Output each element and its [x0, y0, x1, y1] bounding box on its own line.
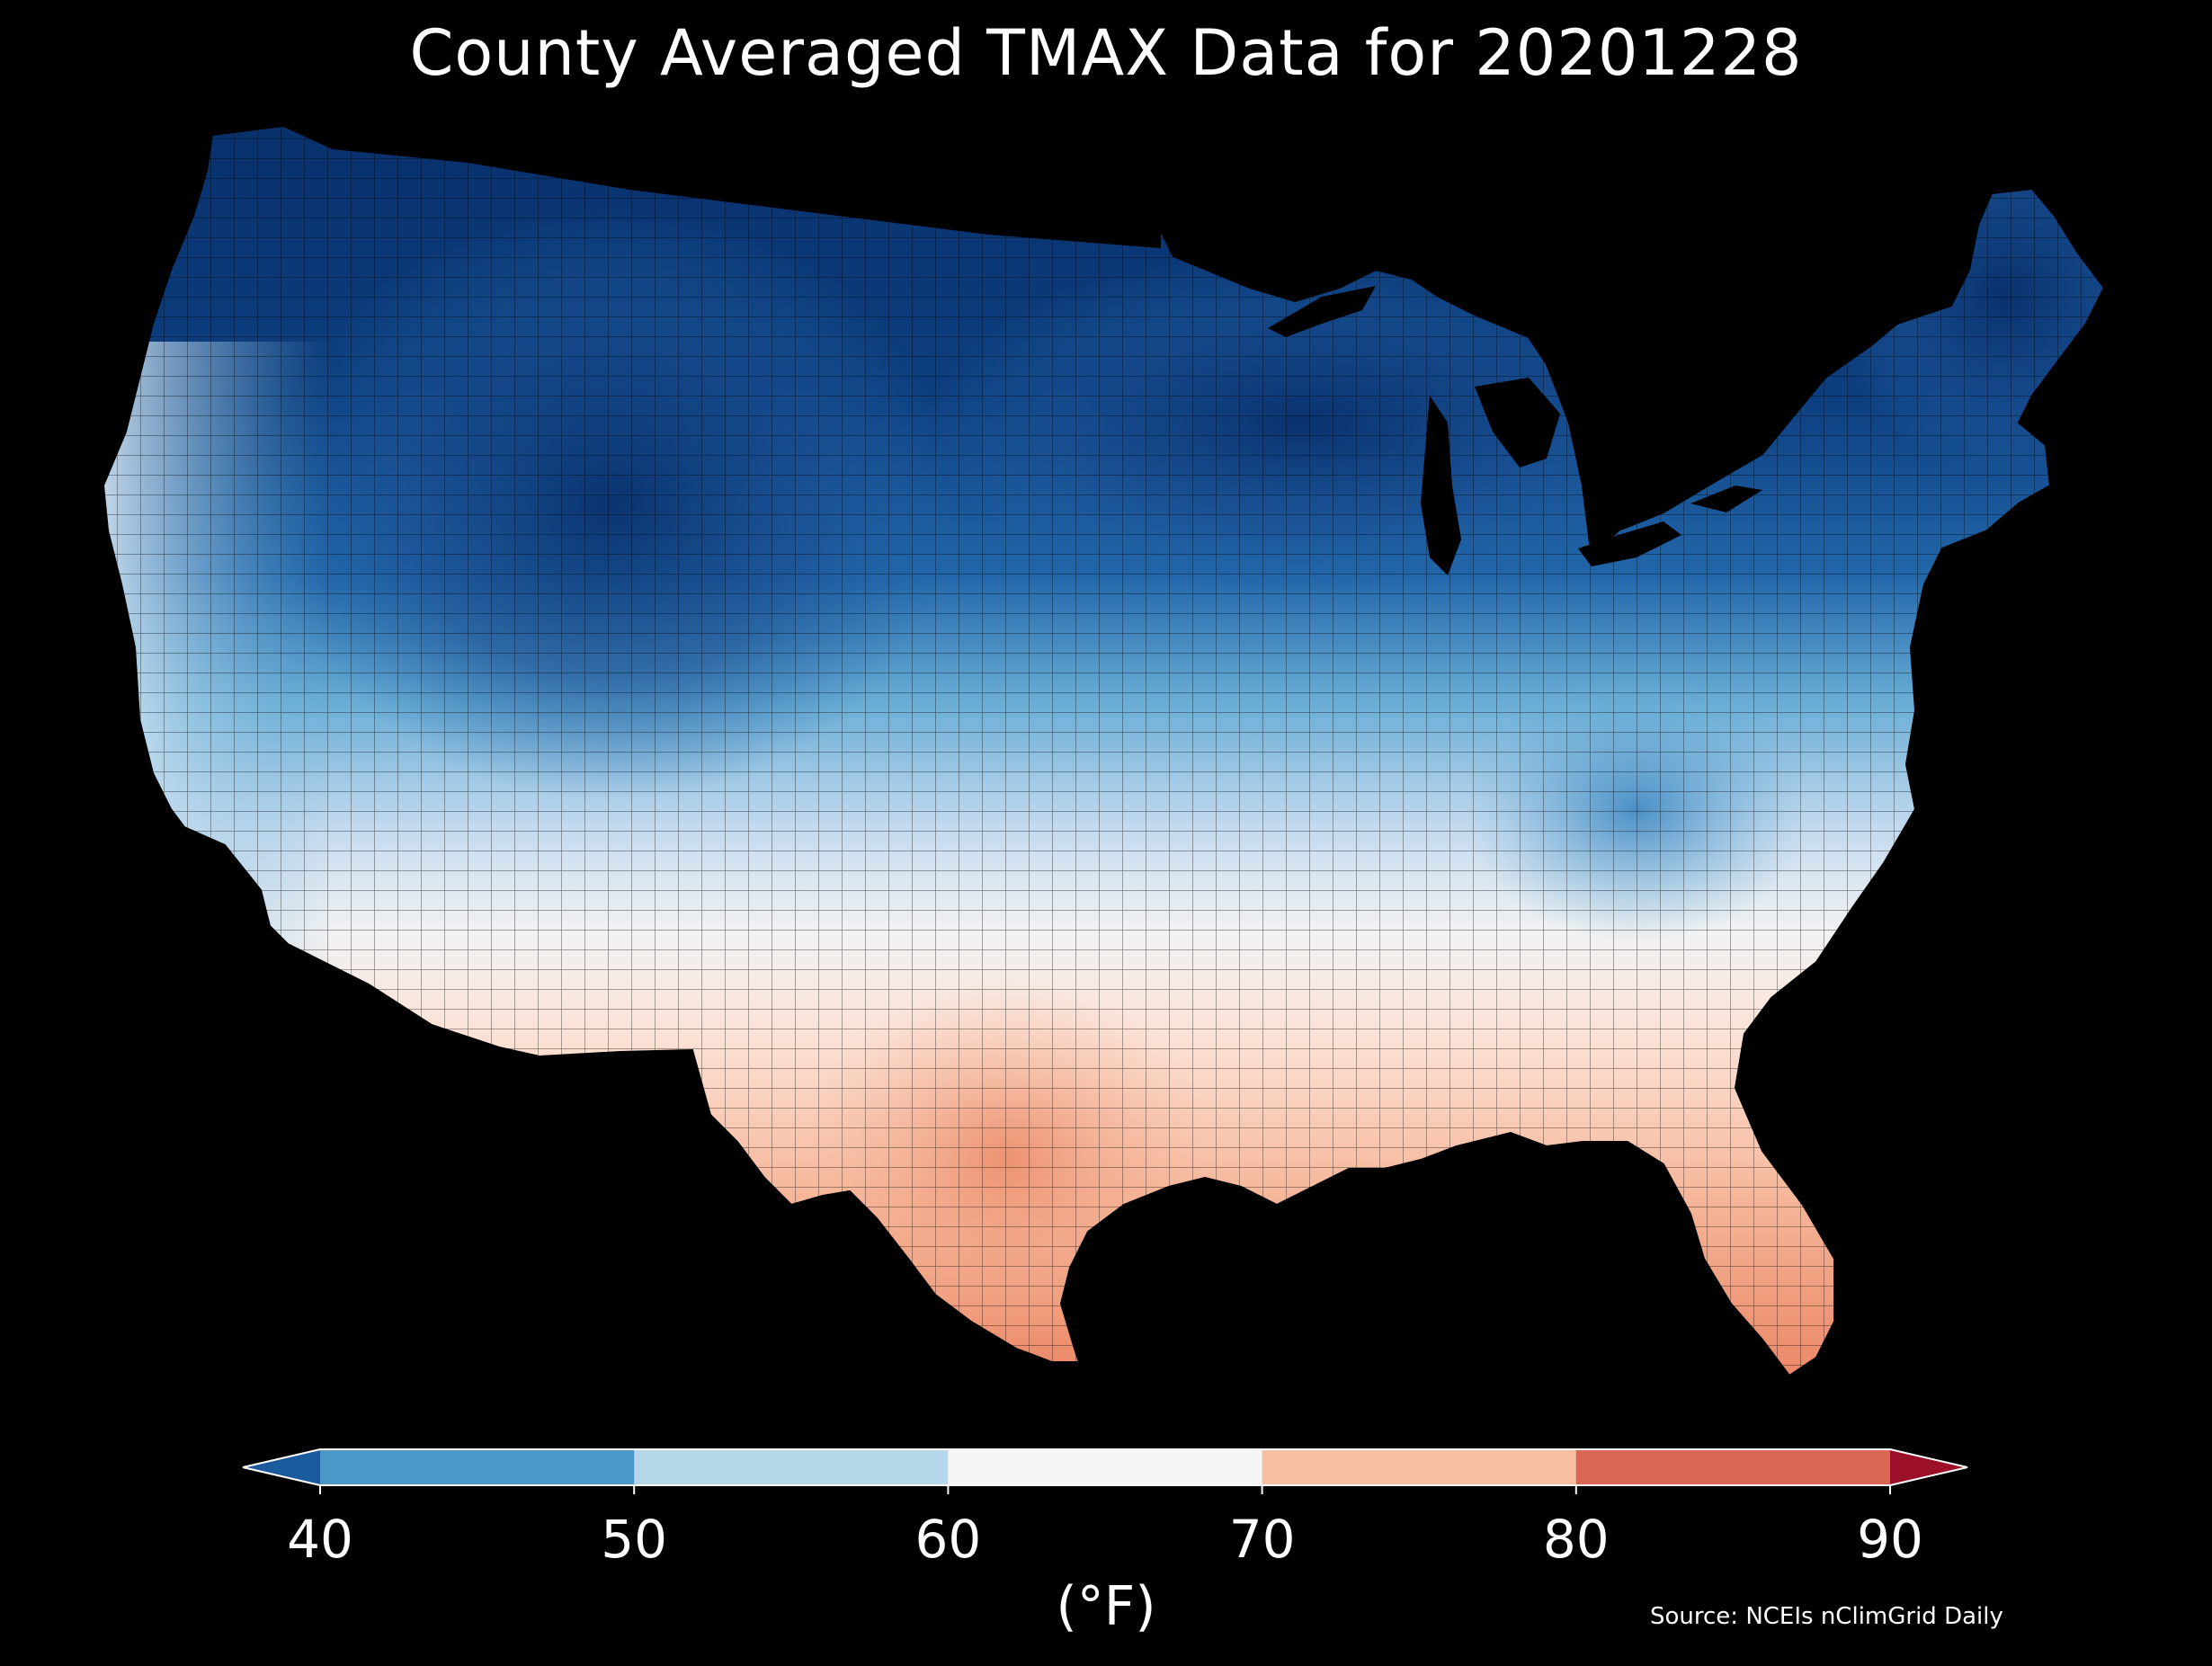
colorbar-tick-label: 50 [601, 1509, 668, 1570]
colorbar-bin [948, 1449, 1263, 1485]
great-lakes [1268, 286, 1762, 575]
colorbar-tick-label: 70 [1228, 1509, 1296, 1570]
colorbar-bin [320, 1449, 635, 1485]
map-title: County Averaged TMAX Data for 20201228 [409, 16, 1803, 90]
colorbar-tick-label: 60 [914, 1509, 982, 1570]
colorbar-tick-label: 80 [1542, 1509, 1610, 1570]
colorbar-tick-label: 40 [287, 1509, 353, 1570]
colorbar-tick-label: 90 [1857, 1509, 1923, 1570]
colorbar-bin [634, 1449, 949, 1485]
colorbar-bin [1575, 1449, 1891, 1485]
colorbar-extension-high [1890, 1449, 1967, 1485]
colorbar-extension-low [243, 1449, 320, 1485]
source-note: Source: NCEIs nClimGrid Daily [1650, 1603, 2003, 1630]
colorbar-unit-label: (°F) [1056, 1575, 1156, 1638]
colorbar-bin [1262, 1449, 1577, 1485]
